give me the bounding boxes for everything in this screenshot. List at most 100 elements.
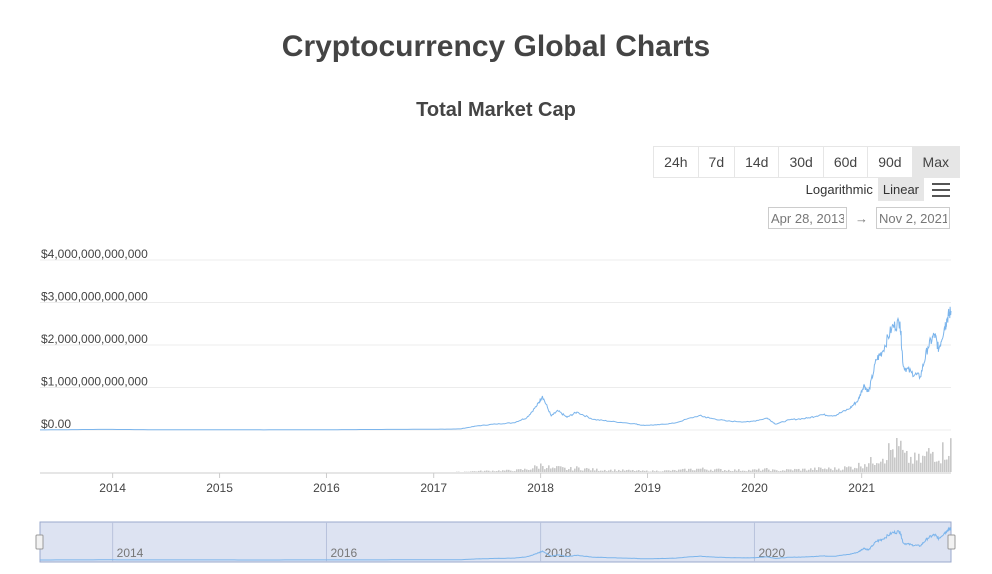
volume-bar: [844, 466, 846, 472]
volume-bar: [606, 471, 608, 472]
volume-bar: [492, 470, 494, 472]
volume-bar: [640, 470, 642, 472]
volume-bar: [696, 468, 698, 472]
volume-bar: [764, 468, 766, 472]
volume-bar: [740, 470, 742, 472]
x-tick-label: 2021: [848, 481, 875, 495]
volume-bar: [784, 470, 786, 472]
from-date-input[interactable]: [768, 207, 847, 229]
volume-bar: [882, 458, 884, 472]
volume-bar: [478, 470, 480, 472]
range-button-60d[interactable]: 60d: [824, 147, 869, 177]
volume-bar: [480, 470, 482, 472]
volume-bar: [512, 471, 514, 472]
volume-bar: [658, 471, 660, 472]
range-button-7d[interactable]: 7d: [699, 147, 736, 177]
volume-bar: [562, 467, 564, 472]
volume-bar: [832, 470, 834, 472]
volume-bar: [942, 442, 944, 472]
volume-bar: [852, 469, 854, 472]
volume-bar: [922, 455, 924, 472]
date-range-arrow: →: [855, 210, 868, 226]
range-button-30d[interactable]: 30d: [779, 147, 824, 177]
volume-bar: [642, 470, 644, 472]
volume-bar: [880, 461, 882, 472]
volume-bar: [874, 465, 876, 472]
volume-bar: [676, 470, 678, 472]
volume-bar: [782, 470, 784, 472]
volume-bar: [548, 465, 550, 472]
volume-bar: [888, 443, 890, 472]
volume-bar: [890, 450, 892, 472]
volume-bar: [528, 469, 530, 472]
range-button-90d[interactable]: 90d: [868, 147, 913, 177]
volume-bar: [580, 470, 582, 472]
volume-bar: [636, 470, 638, 472]
volume-bar: [946, 459, 948, 472]
volume-bar: [574, 468, 576, 472]
volume-bar: [830, 468, 832, 472]
navigator-left-handle[interactable]: [35, 534, 44, 550]
volume-bar: [578, 467, 580, 472]
volume-bar: [912, 463, 914, 472]
volume-bar: [774, 469, 776, 472]
volume-bar: [572, 470, 574, 472]
volume-bar: [940, 463, 942, 472]
volume-bar: [544, 469, 546, 472]
volume-bar: [834, 467, 836, 472]
volume-bar: [566, 470, 568, 472]
volume-bar: [704, 469, 706, 472]
volume-bar: [896, 438, 898, 472]
volume-bar: [726, 470, 728, 472]
x-tick-label: 2018: [527, 481, 554, 495]
volume-bar: [810, 468, 812, 472]
volume-bar: [498, 470, 500, 472]
x-tick-label: 2015: [206, 481, 233, 495]
volume-bar: [730, 470, 732, 472]
volume-bar: [772, 469, 774, 472]
volume-bar: [872, 463, 874, 472]
navigator-right-handle[interactable]: [947, 534, 956, 550]
grid-lines: [40, 259, 951, 431]
volume-bar: [588, 468, 590, 472]
volume-bar: [944, 459, 946, 472]
volume-bar: [904, 452, 906, 472]
volume-bar: [526, 469, 528, 472]
range-button-14d[interactable]: 14d: [735, 147, 780, 177]
range-button-24h[interactable]: 24h: [654, 147, 699, 177]
volume-bar: [884, 463, 886, 472]
volume-bar: [638, 470, 640, 472]
volume-bar: [738, 469, 740, 472]
navigator[interactable]: 2014 2016 2018 2020: [35, 521, 956, 563]
volume-bar: [816, 470, 818, 472]
volume-bar: [928, 448, 930, 472]
volume-bar: [866, 466, 868, 472]
logarithmic-button[interactable]: Logarithmic: [805, 182, 873, 197]
range-button-max[interactable]: Max: [912, 147, 959, 177]
volume-bar: [598, 470, 600, 472]
volume-bar: [524, 468, 526, 472]
volume-bar: [718, 468, 720, 472]
date-range: →: [768, 207, 950, 229]
volume-bar: [662, 471, 664, 472]
hamburger-menu-icon[interactable]: [932, 182, 950, 197]
navigator-selection[interactable]: [39, 521, 952, 563]
volume-bar: [540, 463, 542, 472]
volume-bar: [838, 468, 840, 472]
market-cap-line[interactable]: [40, 306, 952, 431]
volume-bar: [798, 468, 800, 472]
volume-bar: [632, 469, 634, 472]
linear-button[interactable]: Linear: [877, 178, 924, 201]
volume-bar: [808, 469, 810, 472]
volume-bar: [806, 470, 808, 472]
y-tick-label: $2,000,000,000,000: [41, 332, 148, 346]
volume-bar: [646, 470, 648, 472]
volume-bar: [918, 453, 920, 472]
volume-bar: [850, 466, 852, 472]
volume-bar: [924, 456, 926, 472]
volume-bar: [796, 469, 798, 472]
to-date-input[interactable]: [876, 207, 950, 229]
page-title: Cryptocurrency Global Charts: [281, 30, 711, 63]
volume-bar: [612, 471, 614, 472]
